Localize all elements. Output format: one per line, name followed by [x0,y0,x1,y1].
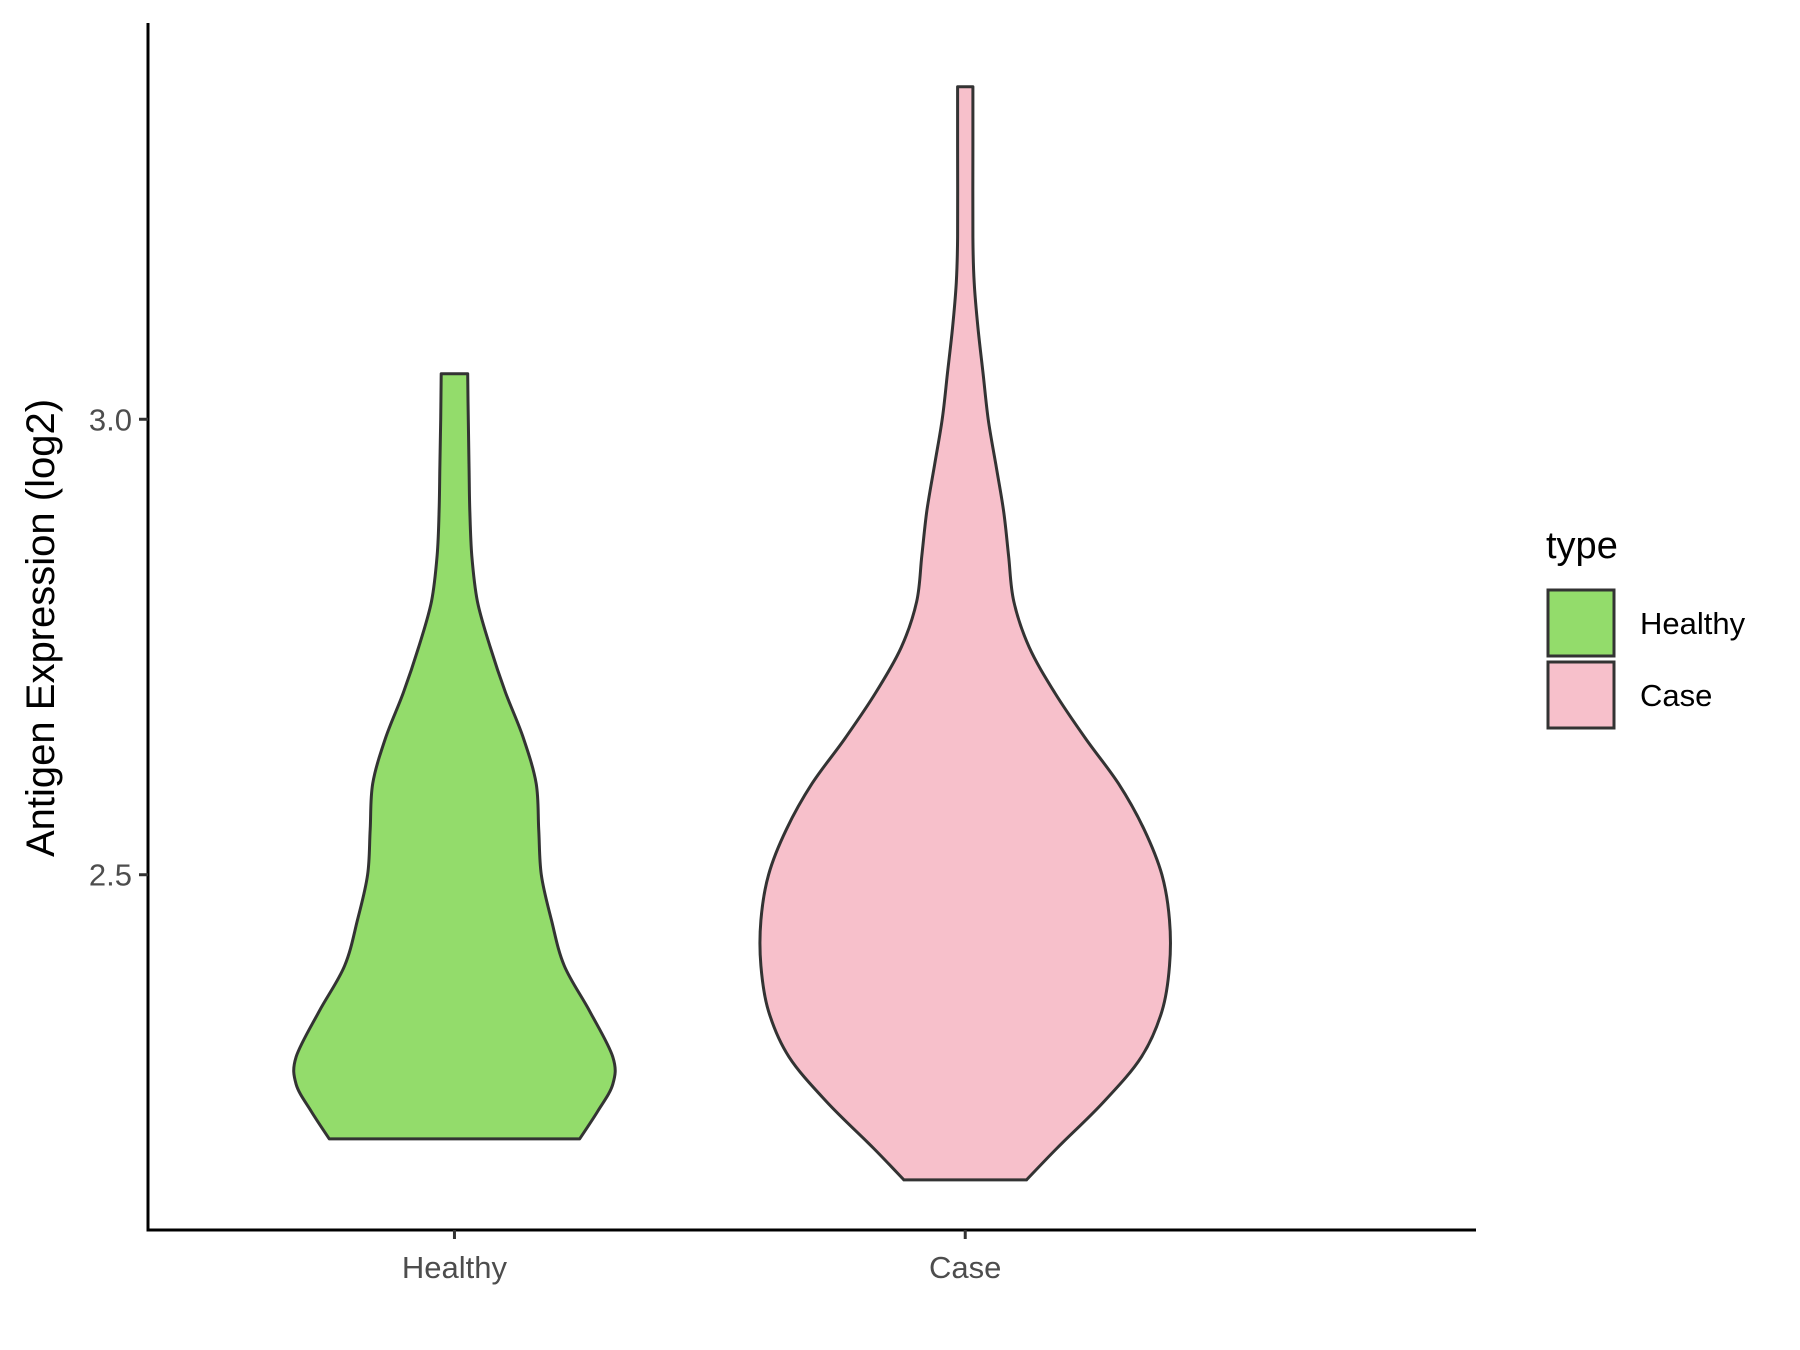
violin-case [758,85,1172,1182]
y-axis-title: Antigen Expression (log2) [19,399,63,857]
legend-label: Case [1640,678,1712,713]
legend-key-healthy [1546,588,1616,658]
y-tick-label: 2.5 [89,858,132,893]
x-tick-label: Case [929,1250,1001,1285]
legend-label: Healthy [1640,606,1746,641]
violin-healthy [292,372,617,1141]
x-ticks: Healthy Case [402,1230,1001,1285]
legend: type Healthy Case [1546,525,1746,730]
legend-key-case [1546,660,1616,730]
y-ticks: 2.5 3.0 [89,402,148,893]
x-tick-label: Healthy [402,1250,508,1285]
violin-layer [292,85,1172,1182]
y-tick-label: 3.0 [89,402,132,437]
legend-title: type [1546,525,1618,567]
